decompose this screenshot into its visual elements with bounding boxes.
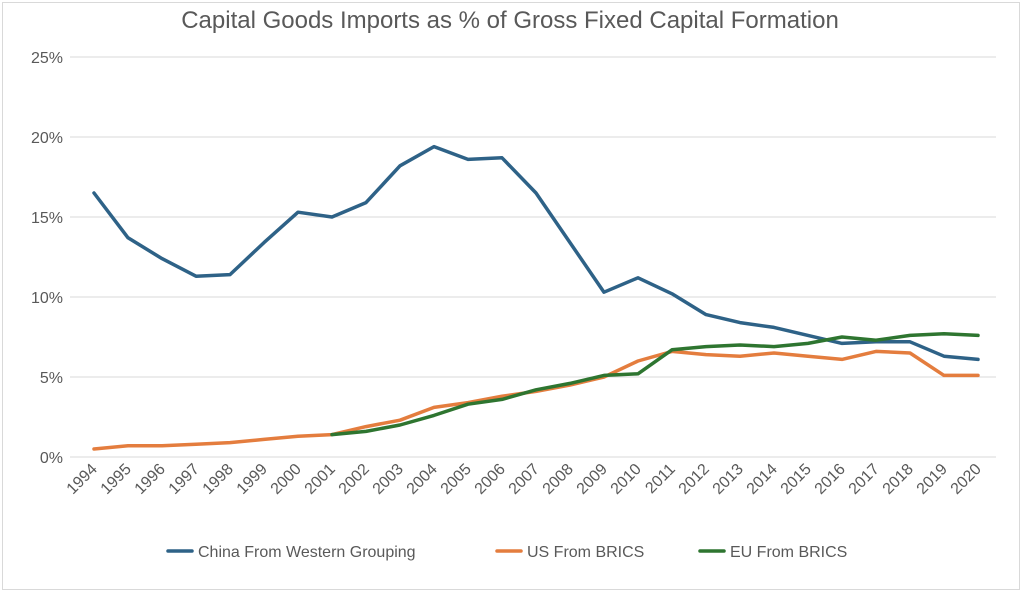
x-tick-label: 2018 xyxy=(880,461,917,498)
legend-label: EU From BRICS xyxy=(730,544,847,561)
series-line-0 xyxy=(92,144,980,362)
y-tick-label: 5% xyxy=(40,370,63,387)
series-line-1 xyxy=(92,349,980,451)
y-tick-label: 20% xyxy=(31,130,63,147)
x-tick-label: 1995 xyxy=(98,461,135,498)
x-axis-ticks: 1994199519961997199819992000200120022003… xyxy=(64,461,985,498)
x-tick-label: 2006 xyxy=(472,461,509,498)
series-lines xyxy=(92,144,980,451)
x-tick-label: 2009 xyxy=(574,461,611,498)
x-tick-label: 2002 xyxy=(336,461,373,498)
x-tick-label: 2004 xyxy=(404,461,441,498)
y-tick-label: 25% xyxy=(31,50,63,67)
y-tick-label: 0% xyxy=(40,450,63,467)
x-tick-label: 1999 xyxy=(234,461,271,498)
y-tick-label: 15% xyxy=(31,210,63,227)
legend-label: China From Western Grouping xyxy=(198,544,416,561)
x-tick-label: 2015 xyxy=(778,461,815,498)
legend-label: US From BRICS xyxy=(527,544,644,561)
gridlines xyxy=(70,56,996,458)
chart-title: Capital Goods Imports as % of Gross Fixe… xyxy=(181,7,839,34)
x-tick-label: 1994 xyxy=(64,461,101,498)
y-axis-ticks: 0% 5% 10% 15% 20% 25% xyxy=(31,50,63,467)
x-tick-label: 2003 xyxy=(370,461,407,498)
x-tick-label: 2000 xyxy=(268,461,305,498)
x-tick-label: 2005 xyxy=(438,461,475,498)
x-tick-label: 2007 xyxy=(506,461,543,498)
x-tick-label: 2013 xyxy=(710,461,747,498)
x-tick-label: 1997 xyxy=(166,461,203,498)
x-tick-label: 2010 xyxy=(608,461,645,498)
x-tick-label: 2011 xyxy=(642,461,678,497)
x-tick-label: 1996 xyxy=(132,461,169,498)
x-tick-label: 2001 xyxy=(302,461,339,498)
x-tick-label: 2017 xyxy=(846,461,883,498)
x-tick-label: 1998 xyxy=(200,461,237,498)
x-tick-label: 2019 xyxy=(914,461,951,498)
x-tick-label: 2016 xyxy=(812,461,849,498)
legend: China From Western Grouping US From BRICS… xyxy=(166,544,847,561)
x-tick-label: 2012 xyxy=(676,461,713,498)
series-line-2 xyxy=(330,332,980,437)
y-tick-label: 10% xyxy=(31,290,63,307)
x-tick-label: 2014 xyxy=(744,461,781,498)
x-tick-label: 2008 xyxy=(540,461,577,498)
x-tick-label: 2020 xyxy=(948,461,985,498)
